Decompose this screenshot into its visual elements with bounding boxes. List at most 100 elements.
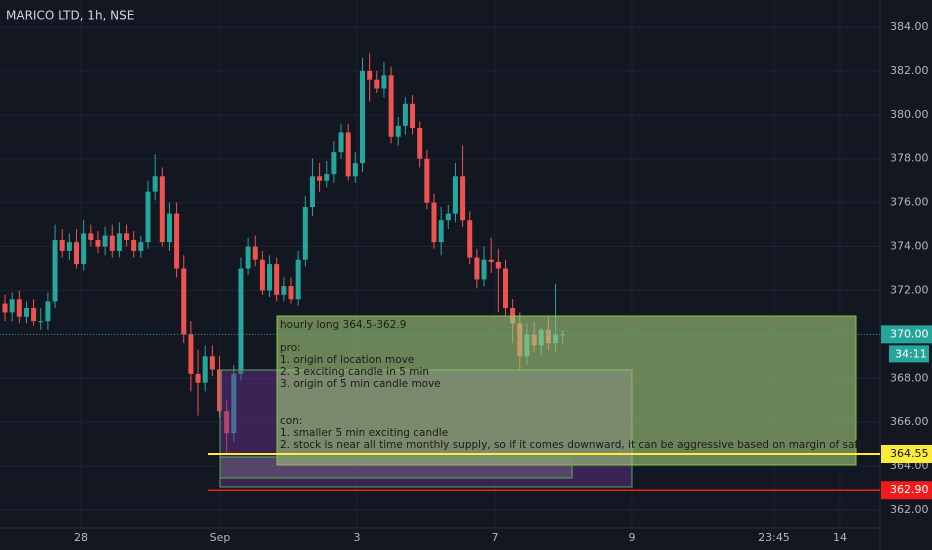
candle-body <box>66 242 72 251</box>
candle-body <box>345 132 351 177</box>
x-tick-label: 28 <box>74 531 88 544</box>
candle-body <box>2 303 8 313</box>
candle-body <box>131 239 137 251</box>
price-label: 364.55 <box>890 447 929 460</box>
candle-body <box>410 103 416 128</box>
y-tick-label: 378.00 <box>890 152 929 165</box>
candle-body <box>109 235 115 251</box>
candle-body <box>438 220 444 243</box>
candle-body <box>138 242 144 251</box>
candle-body <box>295 259 301 300</box>
candle-body <box>145 191 151 243</box>
candle-body <box>124 233 130 240</box>
candle-body <box>445 213 451 221</box>
candle-body <box>302 207 308 260</box>
note-line: 1. origin of location move <box>280 354 414 366</box>
candle-body <box>495 261 501 269</box>
candle-body <box>317 176 323 181</box>
candle-body <box>9 299 15 313</box>
candle-body <box>74 242 80 265</box>
candle-body <box>352 163 358 177</box>
candle-body <box>467 220 473 258</box>
x-tick-label: 7 <box>491 531 498 544</box>
candle-body <box>31 308 37 322</box>
price-label-bg <box>881 325 932 344</box>
candle-body <box>216 369 222 412</box>
y-tick-label: 374.00 <box>890 240 929 253</box>
chart-title: MARICO LTD, 1h, NSE <box>6 9 134 23</box>
candle-body <box>309 176 315 208</box>
candle-body <box>238 268 244 374</box>
candle-body <box>381 75 387 89</box>
candle-body <box>417 127 423 159</box>
axes: 362.00364.00366.00368.00370.00372.00374.… <box>74 20 928 544</box>
candle-body <box>231 373 237 434</box>
x-tick-label: 3 <box>353 531 360 544</box>
y-tick-label: 362.00 <box>890 503 929 516</box>
note-line: 2. 3 exciting candle in 5 min <box>280 366 429 378</box>
candle-body <box>95 239 101 247</box>
note-box <box>276 315 857 466</box>
candle-body <box>395 125 401 137</box>
candle-body <box>388 75 394 137</box>
zone-box <box>219 456 573 479</box>
candle-body <box>181 268 187 335</box>
countdown-bg <box>889 345 929 363</box>
candle-body <box>45 301 51 322</box>
candle-body <box>81 233 87 265</box>
candle-body <box>367 70 373 80</box>
candle-body <box>431 202 437 243</box>
candle-body <box>488 259 494 262</box>
price-label-bg <box>881 445 932 464</box>
note-line: 1. smaller 5 min exciting candle <box>280 427 448 439</box>
candle-body <box>281 286 287 295</box>
candle-body <box>481 259 487 280</box>
note-line: 2. stock is near all time monthly supply… <box>280 439 868 451</box>
candle-body <box>152 176 158 192</box>
candle-body <box>245 246 251 269</box>
candle-body <box>174 213 180 269</box>
y-tick-label: 366.00 <box>890 415 929 428</box>
y-tick-label: 368.00 <box>890 371 929 384</box>
candle-body <box>402 103 408 126</box>
candle-body <box>324 174 330 181</box>
candle-body <box>252 246 258 260</box>
candle-body <box>274 264 280 295</box>
y-tick-label: 384.00 <box>890 20 929 33</box>
candle-body <box>474 257 480 280</box>
candle-body <box>202 356 208 383</box>
y-tick-label: 380.00 <box>890 108 929 121</box>
candle-body <box>331 152 337 175</box>
candle-body <box>195 373 201 383</box>
candle-body <box>116 233 122 251</box>
candle-body <box>59 239 65 251</box>
y-tick-label: 376.00 <box>890 196 929 209</box>
candle-body <box>52 239 58 302</box>
candle-body <box>460 176 466 221</box>
candle-body <box>259 259 265 291</box>
candle-body <box>38 321 44 323</box>
candle-body <box>288 286 294 300</box>
candle-body <box>159 176 165 243</box>
price-label-bg <box>881 481 932 500</box>
x-tick-label: Sep <box>210 531 231 544</box>
candle-body <box>452 176 458 214</box>
candle-body <box>166 213 172 243</box>
candle-body <box>338 132 344 153</box>
x-tick-label: 9 <box>628 531 635 544</box>
countdown: 34:11 <box>895 347 927 360</box>
candle-body <box>359 70 365 164</box>
y-tick-label: 382.00 <box>890 64 929 77</box>
note-line: 3. origin of 5 min candle move <box>280 378 441 390</box>
y-tick-label: 372.00 <box>890 283 929 296</box>
note-line: pro: <box>280 342 301 354</box>
candle-body <box>502 268 508 309</box>
price-label: 370.00 <box>890 327 929 340</box>
candle-body <box>23 308 29 317</box>
candle-body <box>102 235 108 247</box>
drawings <box>219 315 857 488</box>
note-line: hourly long 364.5-362.9 <box>280 319 406 331</box>
note: hourly long 364.5-362.9 pro: 1. origin o… <box>280 319 868 451</box>
price-label: 362.90 <box>890 483 929 496</box>
